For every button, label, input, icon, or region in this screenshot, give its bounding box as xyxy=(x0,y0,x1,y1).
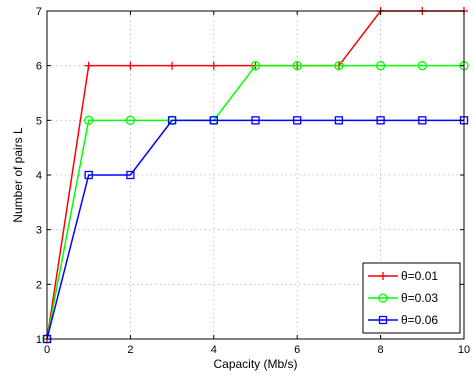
x-tick-label: 8 xyxy=(378,344,384,356)
y-tick-label: 5 xyxy=(36,115,42,127)
legend-entry: θ=0.01 xyxy=(368,269,438,283)
data-point xyxy=(418,116,427,125)
legend-entry: θ=0.06 xyxy=(368,313,438,327)
series-line-2 xyxy=(46,64,464,340)
x-tick-label: 2 xyxy=(127,344,133,356)
data-point xyxy=(376,116,385,125)
legend-label: θ=0.03 xyxy=(401,291,438,305)
data-point xyxy=(209,61,218,70)
data-point xyxy=(84,115,94,125)
data-point xyxy=(209,116,218,125)
legend: θ=0.01 θ=0.03 θ=0.06 xyxy=(362,262,461,334)
y-axis-label: Number of pairs L xyxy=(11,127,25,223)
data-point xyxy=(167,116,177,125)
data-point xyxy=(125,115,136,125)
legend-label: θ=0.01 xyxy=(401,269,438,283)
data-point xyxy=(375,61,386,71)
x-tick-label: 0 xyxy=(44,344,50,356)
x-tick-label: 4 xyxy=(211,344,217,356)
series-line-3 xyxy=(46,119,464,340)
data-point xyxy=(84,170,93,180)
data-point xyxy=(334,61,344,71)
data-point xyxy=(293,116,302,125)
data-point xyxy=(250,61,261,71)
y-tick-label: 3 xyxy=(36,225,42,237)
x-axis-label: Capacity (Mb/s) xyxy=(213,357,297,371)
y-tick-label: 2 xyxy=(36,279,42,291)
y-tick-label: 1 xyxy=(36,334,42,346)
x-tick-label: 10 xyxy=(458,344,470,356)
data-point xyxy=(84,61,93,70)
legend-marker xyxy=(379,272,387,280)
data-point xyxy=(126,61,135,70)
data-point xyxy=(417,61,427,71)
data-point xyxy=(292,61,302,71)
data-point xyxy=(168,61,177,70)
y-tick-label: 7 xyxy=(36,6,42,18)
legend-label: θ=0.06 xyxy=(401,313,438,327)
legend-marker xyxy=(378,315,388,325)
legend-entry: θ=0.03 xyxy=(368,291,438,305)
legend-marker xyxy=(378,293,388,303)
data-point xyxy=(251,116,260,125)
y-tick-label: 4 xyxy=(36,170,42,182)
x-tick-label: 6 xyxy=(294,344,300,356)
data-point xyxy=(334,116,344,125)
data-point xyxy=(126,170,135,180)
y-tick-label: 6 xyxy=(36,61,42,73)
